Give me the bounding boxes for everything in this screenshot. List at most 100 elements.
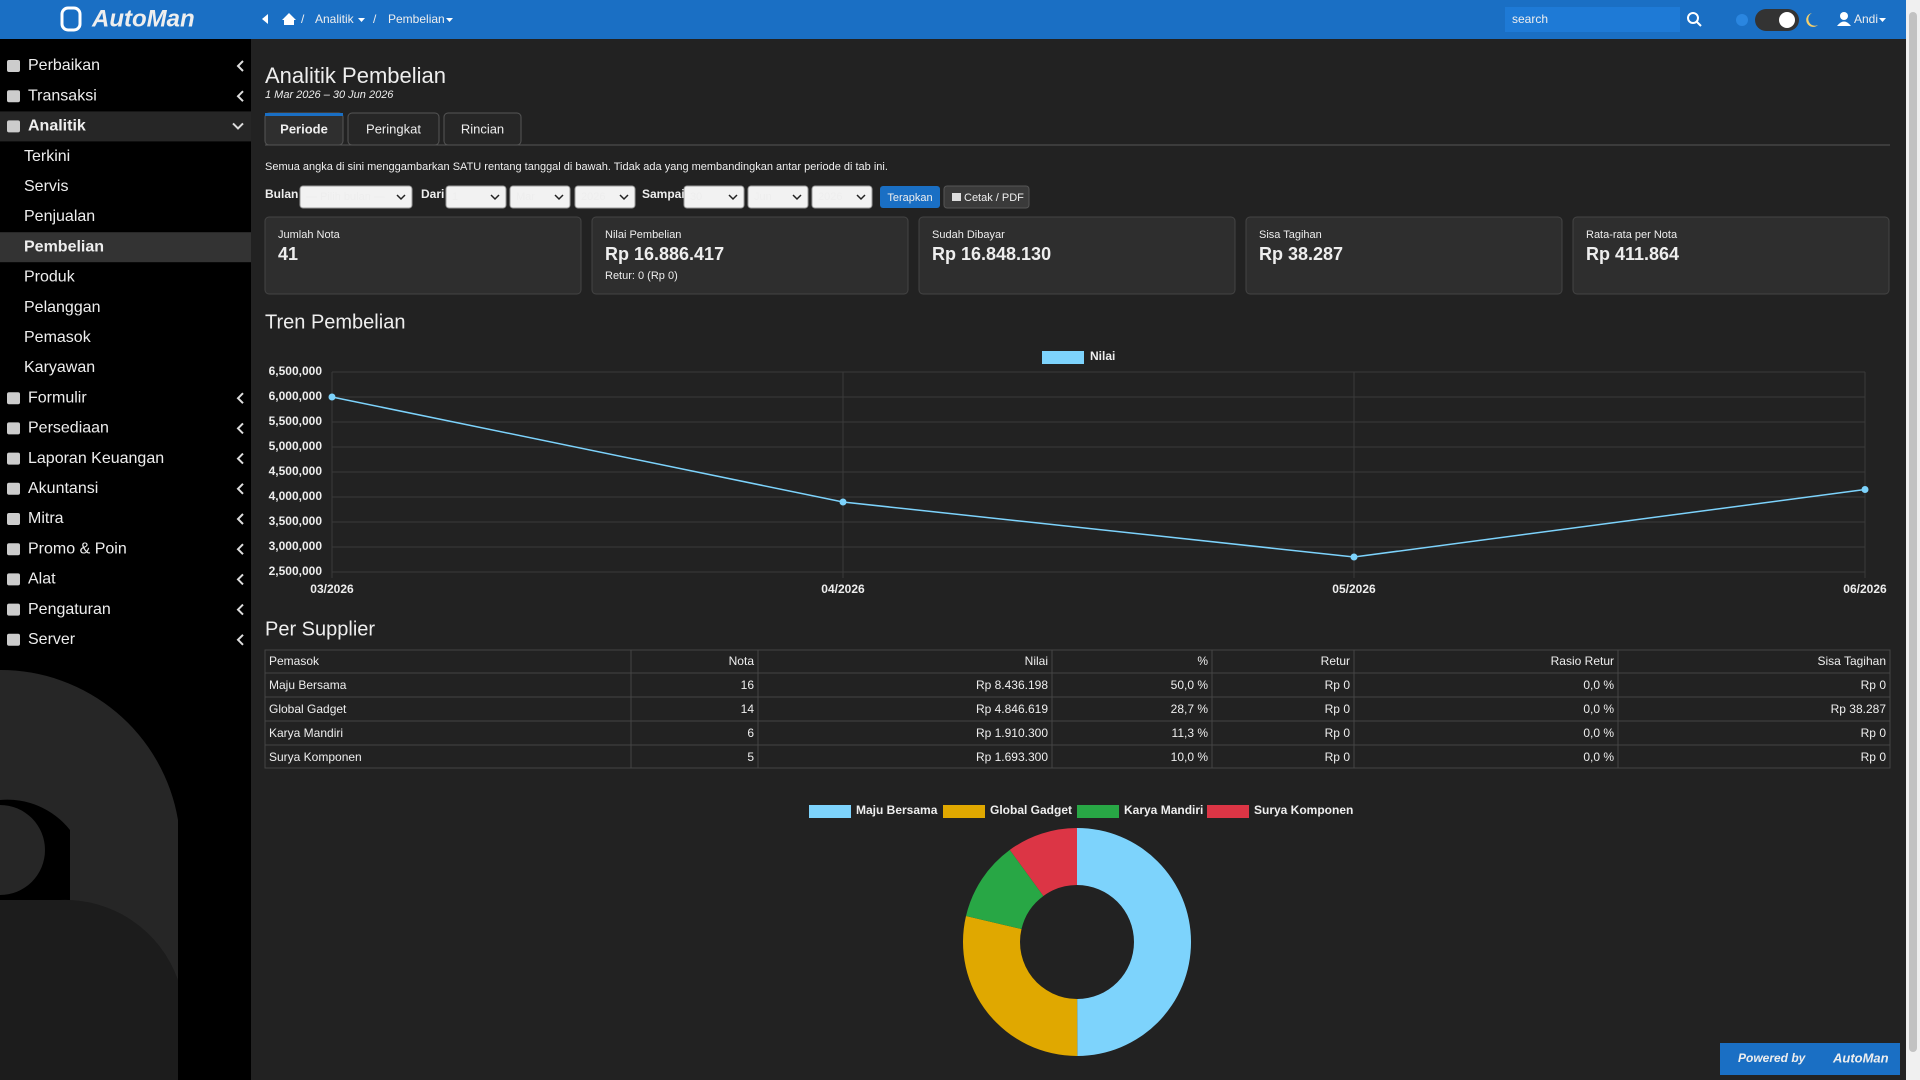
- chevron: [236, 543, 244, 555]
- menu-item[interactable]: Transaksi: [28, 87, 97, 104]
- menu-icon: [7, 573, 20, 586]
- table-cell: Rp 0: [1325, 750, 1351, 764]
- select-value: 30: [690, 191, 702, 203]
- select[interactable]: [574, 185, 636, 209]
- y-tick-label: 2,500,000: [269, 564, 323, 578]
- submenu-item[interactable]: Pemasok: [24, 329, 92, 346]
- table-cell: Rasio Retur: [1551, 654, 1614, 668]
- select-value: 2026: [818, 191, 842, 203]
- select[interactable]: [811, 185, 873, 209]
- select[interactable]: [445, 185, 507, 209]
- menu-item[interactable]: Server: [28, 631, 76, 648]
- back-icon[interactable]: [262, 14, 268, 24]
- y-tick-label: 6,500,000: [269, 364, 323, 378]
- chevron: [232, 122, 244, 130]
- submenu-item[interactable]: Terkini: [24, 148, 70, 165]
- chevron: [236, 422, 244, 435]
- tab-label[interactable]: Periode: [280, 121, 328, 136]
- table-cell: Rp 0: [1325, 678, 1351, 692]
- menu-item[interactable]: Perbaikan: [28, 57, 100, 74]
- menu-item[interactable]: Mitra: [28, 510, 64, 527]
- menu-item[interactable]: Alat: [28, 571, 56, 588]
- menu-icon: [7, 452, 20, 465]
- filter-label: Sampai: [642, 187, 685, 201]
- menu-item[interactable]: Analitik: [28, 118, 86, 135]
- menu-icon: [7, 120, 20, 133]
- stat-label: Sudah Dibayar: [932, 229, 1005, 241]
- moon-icon: [1806, 13, 1818, 27]
- submenu-item[interactable]: Pelanggan: [24, 299, 101, 316]
- user-icon: [1837, 12, 1851, 26]
- menu-item[interactable]: Akuntansi: [28, 480, 98, 497]
- tab[interactable]: [347, 112, 440, 146]
- menu-icon: [7, 482, 20, 495]
- chevron: [236, 392, 244, 404]
- table-border: [264, 649, 1891, 769]
- submenu-item[interactable]: Penjualan: [24, 208, 95, 225]
- tab-label[interactable]: Rincian: [461, 121, 504, 136]
- print-button[interactable]: [943, 185, 1030, 209]
- legend-label: Surya Komponen: [1254, 803, 1353, 817]
- select[interactable]: [509, 185, 571, 209]
- stat-note: Retur: 0 (Rp 0): [605, 270, 678, 282]
- breadcrumb[interactable]: Analitik: [315, 12, 355, 26]
- submenu-item[interactable]: Karyawan: [24, 359, 95, 376]
- menu-item[interactable]: Promo & Poin: [28, 540, 127, 557]
- stat-label: Rata-rata per Nota: [1586, 229, 1678, 241]
- table-cell: 10,0 %: [1171, 750, 1209, 764]
- table-cell: Maju Bersama: [269, 678, 347, 692]
- legend-swatch: [1207, 805, 1249, 818]
- table-cell: Retur: [1321, 654, 1350, 668]
- powered-label: Powered by: [1738, 1051, 1807, 1065]
- home-icon[interactable]: [282, 13, 296, 25]
- select-value: 1: [452, 191, 458, 203]
- select[interactable]: [683, 185, 745, 209]
- sun-icon: [1736, 14, 1748, 26]
- page-note: Semua angka di sini menggambarkan SATU r…: [265, 161, 888, 173]
- submenu-item[interactable]: Pembelian: [24, 238, 104, 255]
- submenu-item[interactable]: Servis: [24, 178, 68, 195]
- menu-icon: [7, 543, 20, 556]
- legend-label: Nilai: [1090, 349, 1115, 363]
- x-tick-label: 03/2026: [310, 582, 354, 596]
- select-arrow: [396, 194, 406, 201]
- tab-label[interactable]: Peringkat: [366, 121, 421, 136]
- menu-item[interactable]: Pengaturan: [28, 601, 111, 618]
- filter-label: Bulan: [265, 187, 298, 201]
- table-cell: Rp 4.846.619: [976, 702, 1048, 716]
- x-tick-label: 05/2026: [1332, 582, 1376, 596]
- search-icon[interactable]: [1687, 12, 1702, 27]
- submenu-active-bg: [0, 232, 251, 263]
- table-cell: Rp 0: [1325, 702, 1351, 716]
- brand: AutoMan: [91, 5, 195, 32]
- select[interactable]: [747, 185, 809, 209]
- submenu-item[interactable]: Produk: [24, 269, 76, 286]
- y-tick-label: 4,000,000: [269, 489, 323, 503]
- legend-swatch: [809, 805, 851, 818]
- table-cell: Nota: [729, 654, 755, 668]
- section-title: Tren Pembelian: [265, 311, 405, 333]
- menu-item[interactable]: Laporan Keuangan: [28, 450, 164, 467]
- chevron: [236, 90, 244, 102]
- apply-button[interactable]: [880, 186, 940, 208]
- select-value: — Pilih bulan —: [306, 191, 385, 203]
- menu-icon: [7, 513, 20, 525]
- page-subtitle: 1 Mar 2026 – 30 Jun 2026: [265, 89, 394, 101]
- scroll-thumb[interactable]: [1909, 12, 1917, 1052]
- tab[interactable]: [443, 112, 522, 146]
- select-value: Mar: [516, 191, 535, 203]
- menu-item[interactable]: Persediaan: [28, 420, 109, 437]
- table-cell: Karya Mandiri: [269, 726, 343, 740]
- user-name[interactable]: Andi: [1854, 12, 1878, 26]
- breadcrumb[interactable]: Pembelian: [388, 12, 445, 26]
- table-cell: 6: [747, 726, 754, 740]
- menu-item[interactable]: Formulir: [28, 389, 87, 406]
- legend-label: Maju Bersama: [856, 803, 938, 817]
- stat-label: Sisa Tagihan: [1259, 229, 1322, 241]
- menu-icon: [7, 60, 20, 72]
- stat-card: [918, 216, 1236, 295]
- search-input[interactable]: [1505, 7, 1680, 32]
- menu-icon: [7, 90, 20, 103]
- select[interactable]: [299, 185, 413, 209]
